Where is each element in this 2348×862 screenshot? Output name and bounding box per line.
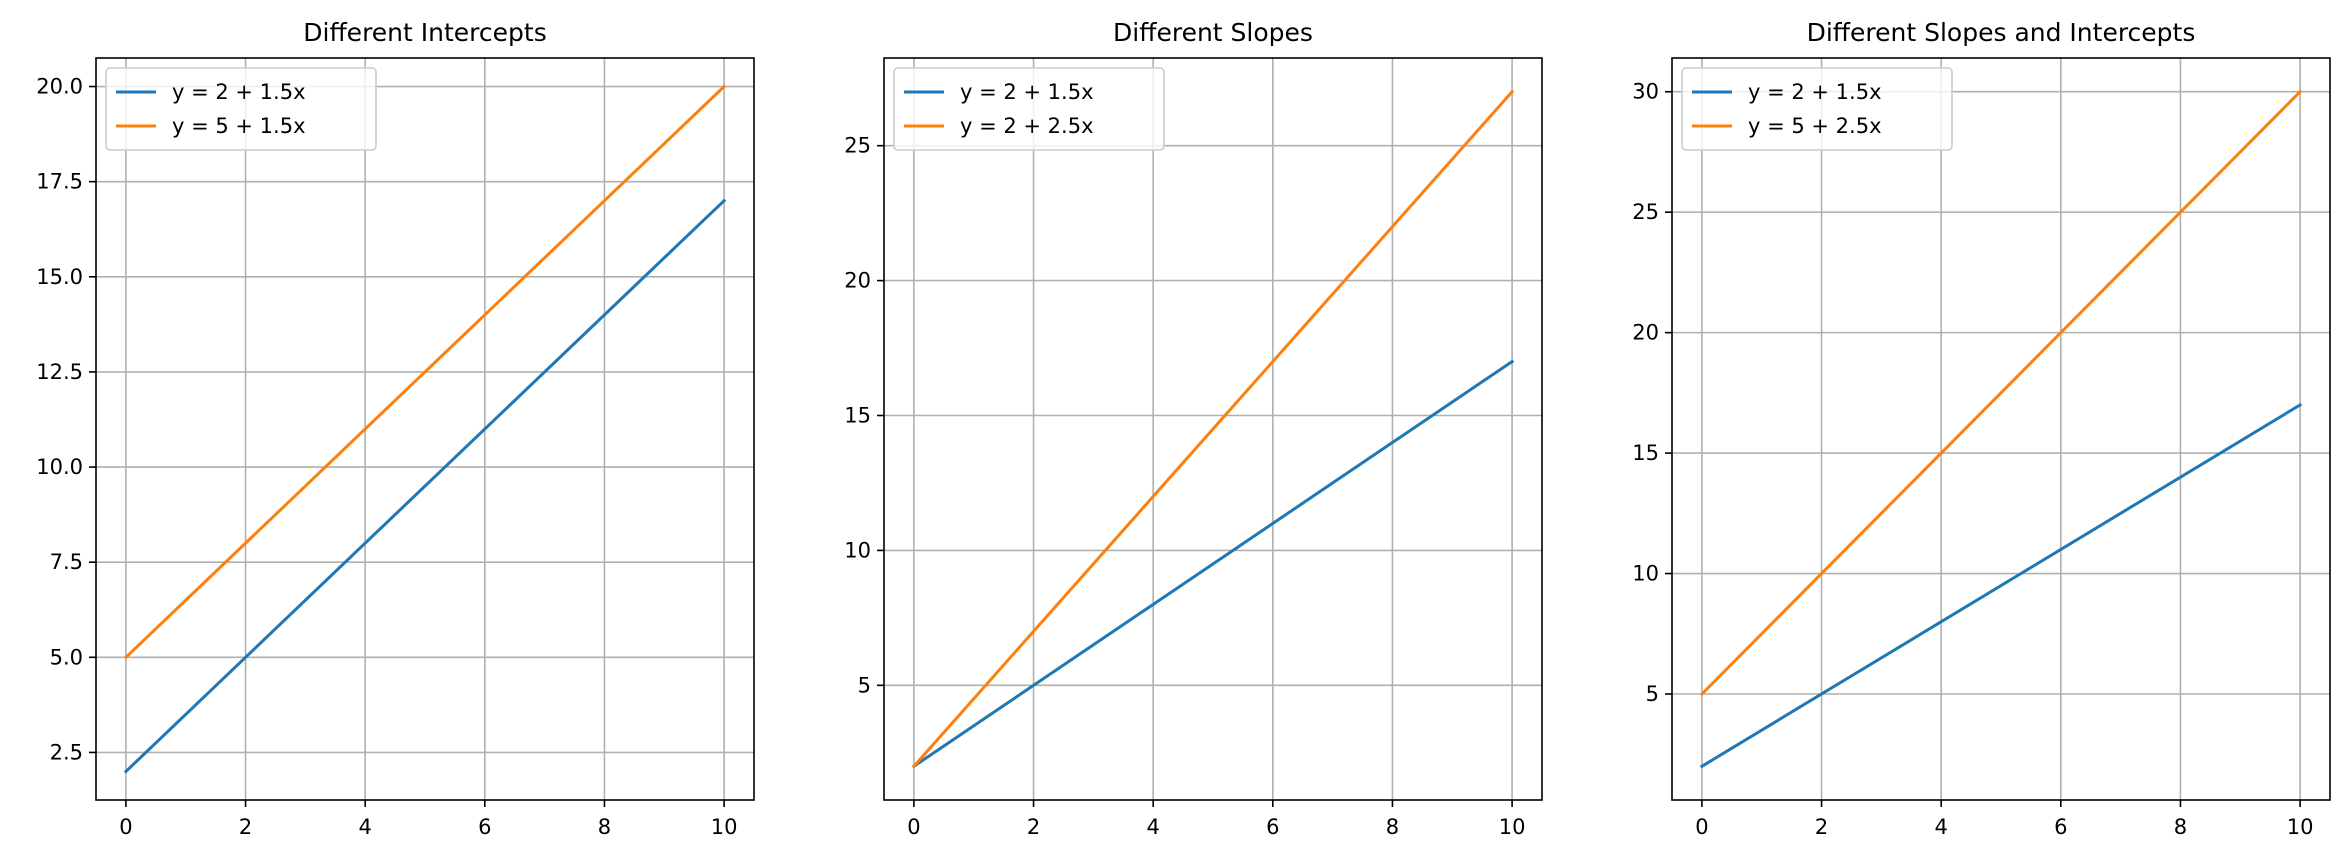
y-tick-label: 20: [1632, 321, 1659, 345]
y-tick-label: 17.5: [36, 170, 83, 194]
y-tick-label: 25: [1632, 200, 1659, 224]
y-tick-label: 12.5: [36, 360, 83, 384]
x-tick-label: 10: [1499, 815, 1526, 839]
y-tick-label: 2.5: [50, 740, 83, 764]
y-tick-label: 25: [844, 134, 871, 158]
x-tick-label: 2: [239, 815, 252, 839]
chart-title: Different Slopes and Intercepts: [1807, 18, 2196, 47]
y-tick-label: 20: [844, 269, 871, 293]
x-tick-label: 10: [2287, 815, 2314, 839]
axes-frame: [883, 57, 1543, 801]
legend-label-1: y = 2 + 1.5x: [172, 80, 306, 104]
x-tick-label: 0: [907, 815, 920, 839]
axes-frame: [1671, 57, 2331, 801]
y-tick-label: 20.0: [36, 75, 83, 99]
legend: y = 2 + 1.5x y = 5 + 2.5x: [1681, 67, 1953, 151]
chart-title: Different Intercepts: [303, 18, 546, 47]
y-tick-label: 10.0: [36, 455, 83, 479]
legend-box: [893, 67, 1165, 151]
y-tick-label: 15: [844, 404, 871, 428]
x-tick-label: 8: [1386, 815, 1399, 839]
y-tick-label: 7.5: [50, 550, 83, 574]
y-tick-label: 5: [1646, 682, 1659, 706]
x-tick-label: 8: [2174, 815, 2187, 839]
legend-label-2: y = 5 + 1.5x: [172, 114, 306, 138]
x-tick-label: 2: [1815, 815, 1828, 839]
legend-box: [105, 67, 377, 151]
x-tick-label: 10: [711, 815, 738, 839]
y-tick-label: 5.0: [50, 645, 83, 669]
series-line-2: [1699, 89, 2303, 697]
chart-panel-2: 0 2 4 6 8 10 5 10 15 20 25 Different Slopes y = 2 + …: [844, 18, 1543, 839]
legend-label-1: y = 2 + 1.5x: [1748, 80, 1882, 104]
series-line-1: [911, 359, 1515, 769]
x-tick-label: 6: [2054, 815, 2067, 839]
axes-frame: [95, 57, 755, 801]
legend: y = 2 + 1.5x y = 5 + 1.5x: [105, 67, 377, 151]
chart-title: Different Slopes: [1113, 18, 1313, 47]
x-tick-label: 0: [1695, 815, 1708, 839]
y-tick-label: 10: [844, 538, 871, 562]
legend: y = 2 + 1.5x y = 2 + 2.5x: [893, 67, 1165, 151]
y-tick-label: 5: [858, 673, 871, 697]
x-tick-label: 4: [1934, 815, 1947, 839]
x-tick-label: 4: [358, 815, 371, 839]
x-tick-label: 6: [1266, 815, 1279, 839]
x-tick-label: 4: [1146, 815, 1159, 839]
x-tick-label: 8: [598, 815, 611, 839]
y-tick-label: 15.0: [36, 265, 83, 289]
x-tick-label: 2: [1027, 815, 1040, 839]
legend-label-2: y = 2 + 2.5x: [960, 114, 1094, 138]
x-tick-label: 0: [119, 815, 132, 839]
chart-panel-3: 0 2 4 6 8 10 5 10 15 20 25 30 Different Slopes and I…: [1632, 18, 2331, 839]
series-line-2: [123, 84, 727, 660]
chart-panel-1: 0 2 4 6 8 10 2.5 5.0 7.5 10.0 12.5 15.0 17.5 20.0 Diff…: [36, 18, 755, 839]
series-line-1: [1699, 402, 2303, 769]
y-tick-label: 15: [1632, 441, 1659, 465]
series-line-2: [911, 89, 1515, 769]
series-line-1: [123, 198, 727, 774]
legend-label-1: y = 2 + 1.5x: [960, 80, 1094, 104]
legend-box: [1681, 67, 1953, 151]
legend-label-2: y = 5 + 2.5x: [1748, 114, 1882, 138]
y-tick-label: 30: [1632, 80, 1659, 104]
y-tick-label: 10: [1632, 562, 1659, 586]
x-tick-label: 6: [478, 815, 491, 839]
